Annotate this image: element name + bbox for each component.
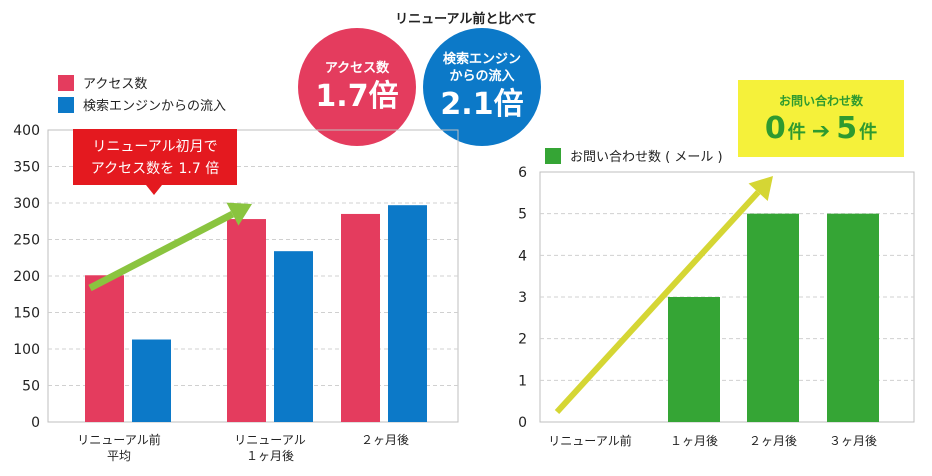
x-tick-line: １ヶ月後 [245,449,294,463]
x-tick-label: １ヶ月後 [670,434,718,448]
access-chart: 0 50 100 150 200 250 300 350 400 [13,123,459,431]
y-tick-label: 0 [31,415,40,431]
renewal-callout: リニューアル初月で アクセス数を 1.7 倍 [73,129,237,185]
callout-line: アクセス数を 1.7 倍 [90,161,220,177]
y-tick-label: 1 [518,373,527,389]
y-tick-label: 4 [518,248,527,264]
callout-tail [146,185,162,195]
trend-arrow-head [748,176,773,202]
x-tick-label: ２ヶ月後 [749,434,797,448]
bar [668,297,720,422]
bar [341,213,380,422]
y-tick-label: 250 [13,233,40,249]
bar [227,219,266,422]
badge-label: アクセス数 [324,60,390,76]
legend-item-inquiries: お問い合わせ数 ( メール ) [545,146,723,165]
y-tick-label: 6 [518,165,527,181]
x-tick-label: ２ヶ月後 [330,432,440,448]
bar [274,251,313,422]
y-tick-label: 2 [518,332,527,348]
y-tick-label: 100 [13,342,40,358]
inquiry-chart: 0 1 2 3 4 5 6 リニューアル前 １ヶ月後 ２ヶ月後 ３ヶ月後 [518,165,915,448]
x-tick-label: リニューアル前 [548,433,631,448]
access-ratio-badge: アクセス数 1.7倍 [298,28,416,146]
inquiry-summary-values: 0 件 ➔ 5 件 [765,111,877,146]
legend-item-search: 検索エンジンからの流入 [58,95,226,114]
y-tick-label: 400 [13,123,40,139]
badge-value: 2.1倍 [440,87,524,122]
callout-line: リニューアル初月で [92,139,218,155]
inquiry-from-value: 0 [764,110,786,146]
trend-arrow [88,211,235,292]
bar [747,213,799,422]
legend-swatch [545,147,561,164]
bar [388,205,427,422]
bar [85,275,124,422]
bar [827,213,879,422]
y-tick-label: 3 [518,290,527,306]
y-tick-label: 5 [518,207,527,223]
legend-swatch [58,74,74,91]
x-tick-line: ２ヶ月後 [360,433,409,447]
search-inflow-ratio-badge: 検索エンジン からの流入 2.1倍 [423,28,541,146]
y-tick-label: 50 [22,379,40,395]
legend-item-access: アクセス数 [58,73,147,92]
legend-swatch [58,96,74,113]
badge-value: 1.7倍 [315,78,399,114]
x-tick-line: リニューアル [234,433,306,447]
legend-label: アクセス数 [83,77,148,92]
trend-arrow-head [226,202,252,226]
legend-label: 検索エンジンからの流入 [83,99,227,114]
inquiry-summary-title: お問い合わせ数 [778,93,863,108]
x-tick-label: リニューアル前 平均 [64,432,174,464]
x-tick-line: 平均 [106,449,131,463]
x-tick-line: リニューアル前 [77,433,161,447]
y-tick-label: 0 [518,415,527,431]
arrow-right-icon: ➔ [811,118,831,144]
bar [132,339,171,422]
badge-label: 検索エンジン [442,52,521,67]
inquiry-summary-box: お問い合わせ数 0 件 ➔ 5 件 [738,80,904,157]
badge-label: からの流入 [449,69,515,84]
y-tick-label: 200 [13,269,40,285]
x-tick-label: ３ヶ月後 [829,434,877,448]
legend-label: お問い合わせ数 ( メール ) [570,150,723,165]
trend-arrow [554,190,761,415]
inquiry-unit: 件 [787,121,806,143]
x-tick-label: リニューアル １ヶ月後 [215,432,325,464]
y-tick-label: 300 [13,196,40,212]
y-tick-label: 150 [13,306,40,322]
compare-title: リニューアル前と比べて [395,12,537,27]
y-tick-label: 350 [13,160,40,176]
inquiry-to-value: 5 [836,110,858,146]
inquiry-unit: 件 [859,121,878,143]
